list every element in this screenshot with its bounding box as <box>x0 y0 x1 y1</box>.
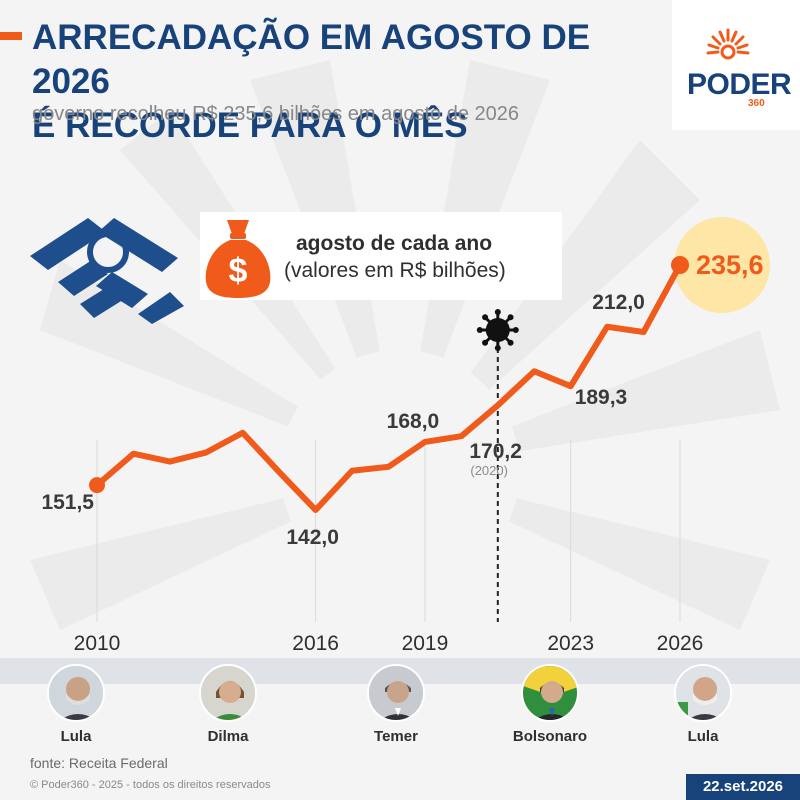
president-dilma: Dilma <box>173 664 283 745</box>
avatar <box>674 664 732 722</box>
info-title: agosto de cada ano <box>296 232 493 255</box>
x-tick-label: 2023 <box>547 632 594 655</box>
data-label: 151,5 <box>41 491 94 514</box>
date-badge: 22.set.2026 <box>686 774 800 800</box>
x-tick-label: 2010 <box>74 632 121 655</box>
brand-panel <box>672 0 800 130</box>
money-bag-icon: $ <box>205 220 271 298</box>
avatar <box>521 664 579 722</box>
president-name: Lula <box>687 728 719 745</box>
sun-logo-icon <box>706 28 750 60</box>
data-label-note: (2020) <box>470 463 508 478</box>
president-name: Dilma <box>207 728 249 745</box>
president-name: Lula <box>60 728 92 745</box>
svg-text:$: $ <box>229 252 248 290</box>
president-name: Bolsonaro <box>512 728 588 745</box>
x-tick-label: 2026 <box>657 632 704 655</box>
president-lula-1: Lula <box>21 664 131 745</box>
brand-number: 360 <box>748 98 765 109</box>
data-label: 142,0 <box>286 526 339 549</box>
data-label: 170,2 <box>469 440 522 463</box>
x-tick-label: 2019 <box>402 632 449 655</box>
title-line-2: É RECORDE PARA O MÊS <box>32 106 468 145</box>
title-line-1: ARRECADAÇÃO EM AGOSTO DE 2026 <box>32 18 591 101</box>
data-point-start <box>89 477 105 494</box>
page-title: ARRECADAÇÃO EM AGOSTO DE 2026 É RECORDE … <box>32 16 672 148</box>
brand-name: PODER <box>687 68 792 101</box>
data-label: 212,0 <box>592 291 645 314</box>
president-bolsonaro: Bolsonaro <box>495 664 605 745</box>
highlight-circle <box>674 217 770 313</box>
info-subtitle: (valores em R$ bilhões) <box>284 259 506 282</box>
avatar <box>47 664 105 722</box>
series-line <box>94 262 683 513</box>
data-point-end <box>671 256 689 274</box>
data-label: 189,3 <box>575 386 628 409</box>
receita-federal-logo <box>30 218 184 324</box>
title-marker <box>0 32 22 40</box>
virus-icon <box>476 309 519 351</box>
avatar <box>199 664 257 722</box>
page-subtitle: governo recolheu R$ 235,6 bilhões em ago… <box>32 103 520 125</box>
president-temer: Temer <box>341 664 451 745</box>
president-name: Temer <box>374 728 418 745</box>
avatar <box>367 664 425 722</box>
data-label: 235,6 <box>696 250 764 280</box>
source-note: fonte: Receita Federal <box>30 755 168 771</box>
x-tick-label: 2016 <box>292 632 339 655</box>
data-label: 168,0 <box>387 410 440 433</box>
president-lula-2: Lula <box>648 664 758 745</box>
copyright-note: © Poder360 - 2025 - todos os direitos re… <box>30 779 271 791</box>
